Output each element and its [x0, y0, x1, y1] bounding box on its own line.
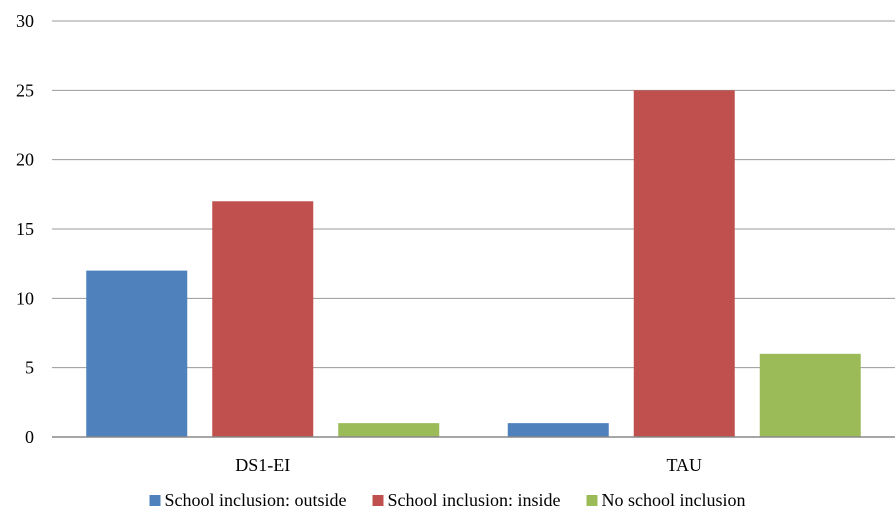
bar-tau-series-2: [633, 90, 735, 437]
x-category-label: DS1-EI: [235, 455, 290, 475]
legend-item: School inclusion: outside: [149, 490, 347, 510]
y-tick-label: 30: [16, 11, 34, 31]
legend-item: No school inclusion: [586, 490, 746, 510]
bar-ds1-ei-series-2: [212, 201, 314, 437]
y-tick-label: 0: [25, 427, 34, 447]
bar-tau-series-1: [507, 423, 609, 437]
y-tick-label: 25: [16, 80, 34, 100]
y-tick-label: 20: [16, 150, 34, 170]
x-axis: DS1-EI TAU: [52, 436, 895, 475]
legend-label: School inclusion: outside: [165, 490, 347, 510]
legend-label: School inclusion: inside: [388, 490, 561, 510]
gridlines: [52, 20, 895, 369]
legend-swatch: [149, 495, 161, 506]
bar-tau-series-3: [759, 353, 861, 437]
legend-item: School inclusion: inside: [372, 490, 561, 510]
y-axis-ticks: 0 5 10 15 20 25 30: [16, 11, 34, 447]
bars: [86, 90, 861, 437]
y-tick-label: 10: [16, 288, 34, 308]
x-category-label: TAU: [666, 455, 702, 475]
legend: School inclusion: outside School inclusio…: [149, 490, 746, 510]
bar-ds1-ei-series-3: [338, 423, 440, 437]
bar-ds1-ei-series-1: [86, 270, 188, 437]
y-tick-label: 5: [25, 358, 34, 378]
y-tick-label: 15: [16, 219, 34, 239]
legend-swatch: [586, 495, 598, 506]
legend-label: No school inclusion: [602, 490, 746, 510]
legend-swatch: [372, 495, 384, 506]
